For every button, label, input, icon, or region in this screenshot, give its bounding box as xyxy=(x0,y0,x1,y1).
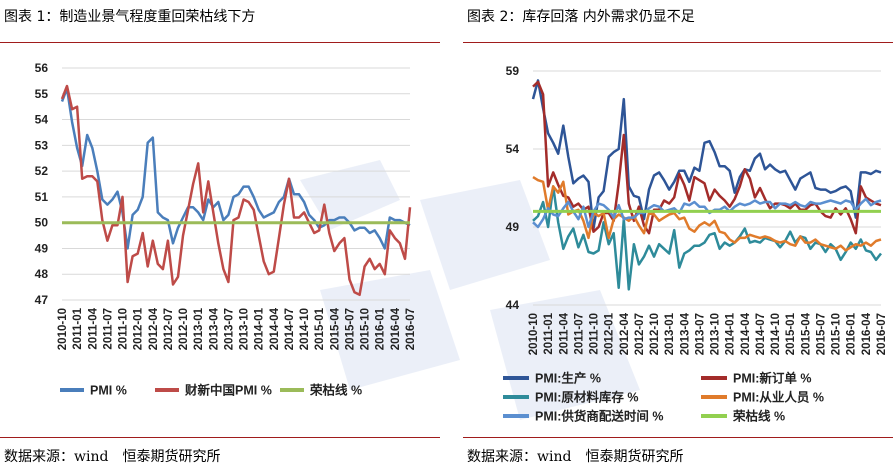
x-tick-label: 2011-01 xyxy=(543,312,555,354)
legend: PMI:生产 % PMI:新订单 % PMI:原材料库存 % PMI:从业人员 % PM… xyxy=(503,371,824,424)
x-tick-label: 2011-10 xyxy=(118,308,130,350)
x-tick-label: 2011-07 xyxy=(102,308,114,350)
x-tick-label: 2013-10 xyxy=(710,313,722,355)
x-tick-label: 2016-01 xyxy=(375,307,387,350)
y-tick-label: 44 xyxy=(506,298,520,312)
legend-label: PMI % xyxy=(90,384,127,398)
x-tick-label: 2011-07 xyxy=(573,313,585,355)
x-tick-label: 2012-10 xyxy=(178,308,190,350)
y-tick-label: 56 xyxy=(35,61,49,75)
legend-label: 荣枯线 % xyxy=(309,383,362,398)
y-tick-label: 49 xyxy=(506,220,520,234)
chart-title: 图表 1：制造业景气程度重回荣枯线下方 xyxy=(4,9,256,25)
x-tick-label: 2012-04 xyxy=(619,312,631,355)
series-line-0 xyxy=(60,87,411,250)
x-tick-label: 2016-07 xyxy=(405,308,417,350)
x-tick-label: 2010-10 xyxy=(57,308,69,350)
chart-title: 图表 2：库存回落 内外需求仍显不足 xyxy=(467,9,695,25)
x-tick-label: 2011-10 xyxy=(589,313,601,355)
legend-label: PMI:从业人员 % xyxy=(733,390,824,405)
legend-label: 荣枯线 % xyxy=(732,409,785,424)
x-tick-label: 2013-01 xyxy=(193,307,205,350)
legend-label: PMI:原材料库存 % xyxy=(535,390,638,405)
x-tick-label: 2015-10 xyxy=(360,308,372,350)
series-line-3 xyxy=(532,176,882,252)
x-tick-label: 2011-04 xyxy=(87,307,99,349)
grid xyxy=(62,67,410,301)
legend: PMI % 财新中国PMI % 荣枯线 % xyxy=(60,383,362,398)
x-tick-label: 2012-04 xyxy=(148,307,160,350)
chart-panel-2: 图表 2：库存回落 内外需求仍显不足 44 49 54 59 2010-10 2011-0… xyxy=(463,0,893,469)
x-tick-label: 2015-07 xyxy=(344,308,356,350)
x-tick-label: 2013-10 xyxy=(239,308,251,350)
x-tick-label: 2011-04 xyxy=(558,312,570,354)
x-tick-label: 2013-01 xyxy=(664,312,676,355)
x-tick-label: 2012-07 xyxy=(163,308,175,350)
y-tick-label: 48 xyxy=(35,267,49,281)
x-tick-label: 2014-10 xyxy=(770,313,782,355)
x-tick-label: 2013-07 xyxy=(694,313,706,355)
y-tick-label: 50 xyxy=(35,216,49,230)
y-tick-label: 47 xyxy=(35,293,49,307)
x-tick-label: 2013-07 xyxy=(223,308,235,350)
legend-label: 财新中国PMI % xyxy=(184,383,272,398)
x-tick-label: 2012-01 xyxy=(133,307,145,350)
legend-label: PMI:新订单 % xyxy=(733,371,811,386)
y-tick-label: 55 xyxy=(35,87,49,101)
series-line-1 xyxy=(60,84,412,297)
x-tick-label: 2015-07 xyxy=(815,313,827,355)
source-divider xyxy=(463,437,893,438)
x-tick-label: 2016-04 xyxy=(861,312,873,355)
y-tick-label: 52 xyxy=(35,164,49,178)
x-tick-label: 2014-04 xyxy=(269,307,281,350)
x-tick-label: 2010-10 xyxy=(528,313,540,355)
x-tick-label: 2012-01 xyxy=(604,312,616,355)
x-tick-label: 2012-10 xyxy=(649,313,661,355)
x-tick-label: 2013-04 xyxy=(208,307,220,350)
x-tick-label: 2016-04 xyxy=(390,307,402,350)
chart-2-svg: 44 49 54 59 2010-10 2011-01 2011-04 2011-07 2011… xyxy=(503,64,888,424)
x-tick-label: 2016-07 xyxy=(876,313,888,355)
x-tick-label: 2015-01 xyxy=(785,312,797,355)
x-tick-label: 2014-01 xyxy=(254,307,266,350)
x-tick-label: 2012-07 xyxy=(634,313,646,355)
x-tick-label: 2014-07 xyxy=(755,313,767,355)
legend-label: PMI:生产 % xyxy=(535,371,601,386)
title-divider xyxy=(463,42,893,43)
x-tick-label: 2014-07 xyxy=(284,308,296,350)
source-divider xyxy=(0,437,440,438)
title-divider xyxy=(0,42,440,43)
x-tick-label: 2011-01 xyxy=(72,307,84,349)
x-tick-label: 2016-01 xyxy=(846,312,858,355)
series-line-2 xyxy=(532,185,882,291)
source-note: 数据来源：wind 恒泰期货研究所 xyxy=(467,449,684,465)
chart-panel-1: 图表 1：制造业景气程度重回荣枯线下方 47 48 49 50 51 52 53 54 55 56… xyxy=(0,0,440,469)
source-note: 数据来源：wind 恒泰期货研究所 xyxy=(4,449,221,465)
x-tick-label: 2014-04 xyxy=(740,312,752,355)
y-tick-label: 49 xyxy=(35,241,49,255)
y-tick-label: 54 xyxy=(35,113,49,127)
series-line-4 xyxy=(532,197,882,229)
y-tick-label: 51 xyxy=(35,190,49,204)
x-tick-label: 2013-04 xyxy=(679,312,691,355)
legend-label: PMI:供货商配送时间 % xyxy=(535,409,663,424)
x-tick-label: 2014-10 xyxy=(299,308,311,350)
x-tick-label: 2015-04 xyxy=(800,312,812,355)
y-tick-label: 54 xyxy=(506,142,520,156)
x-tick-label: 2014-01 xyxy=(725,312,737,355)
y-tick-label: 59 xyxy=(506,64,520,78)
x-tick-label: 2015-01 xyxy=(314,307,326,350)
series-line-0 xyxy=(531,79,882,230)
x-tick-label: 2015-04 xyxy=(329,307,341,350)
x-tick-label: 2015-10 xyxy=(831,313,843,355)
y-tick-label: 53 xyxy=(35,138,49,152)
